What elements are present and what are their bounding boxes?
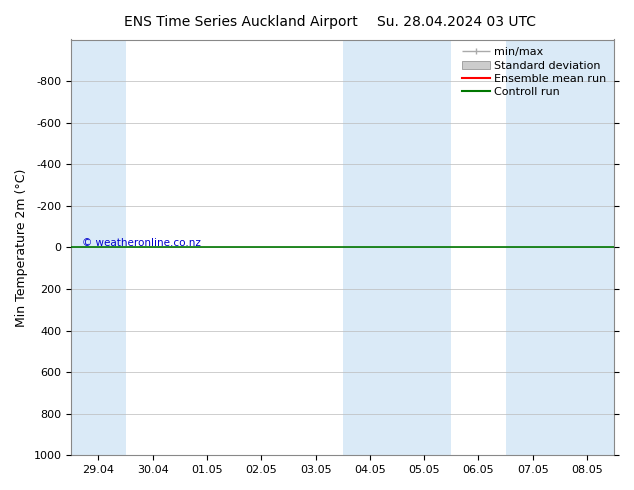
Y-axis label: Min Temperature 2m (°C): Min Temperature 2m (°C) xyxy=(15,168,28,326)
Text: Su. 28.04.2024 03 UTC: Su. 28.04.2024 03 UTC xyxy=(377,15,536,29)
Bar xyxy=(343,40,451,455)
Bar xyxy=(71,40,126,455)
Text: ENS Time Series Auckland Airport: ENS Time Series Auckland Airport xyxy=(124,15,358,29)
Text: © weatheronline.co.nz: © weatheronline.co.nz xyxy=(82,238,201,248)
Bar xyxy=(505,40,614,455)
Legend: min/max, Standard deviation, Ensemble mean run, Controll run: min/max, Standard deviation, Ensemble me… xyxy=(458,43,611,102)
